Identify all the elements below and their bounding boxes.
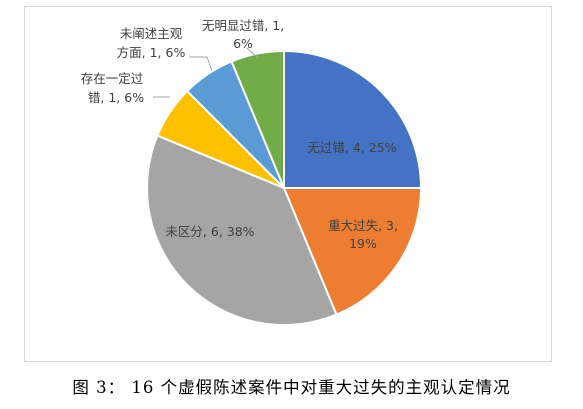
slice-label-wumingxian-line2: 6% [233,36,253,51]
pie-slice-2 [146,134,338,326]
slice-label-cunzai-line1: 存在一定过 [81,71,144,86]
pie-slice-1 [282,187,423,316]
slice-label-weichanshu-line1: 未阐述主观 [120,26,183,41]
slice-label-cunzai-line2: 错, 1, 6% [88,90,144,105]
slice-label-wuguocuo: 无过错, 4, 25% [307,140,396,155]
figure-caption: 图 3： 16 个虚假陈述案件中对重大过失的主观认定情况 [72,378,511,397]
pie-chart: 无过错, 4, 25% 重大过失, 3, 19% 未区分, 6, 38% 存在一… [81,18,423,326]
pie-slice-0 [283,49,423,189]
slice-label-zhongda-line2: 19% [349,236,377,251]
pie-slice-5 [230,49,285,189]
slice-label-weichanshu-line2: 方面, 1, 6% [117,45,186,60]
pie-slices [146,49,423,326]
slice-label-zhongda-line1: 重大过失, 3, [328,218,398,233]
slice-label-wumingxian-line1: 无明显过错, 1, [202,18,284,33]
leader-line-weichanshu [189,56,213,72]
leader-line-wumingxian [246,47,259,59]
slice-label-weiqufen: 未区分, 6, 38% [165,224,254,239]
